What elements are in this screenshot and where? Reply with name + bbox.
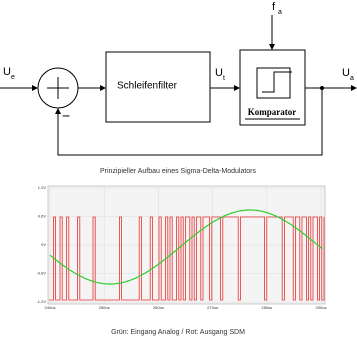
clock-label: f [272, 1, 276, 13]
block-diagram: U e − Schleifenfilter U t Komparator f a… [0, 1, 357, 175]
output-label: U [342, 67, 350, 79]
minus-sign: − [62, 108, 70, 124]
filter-box [105, 51, 211, 123]
x-tick-label: 250us [99, 305, 110, 310]
x-tick-label: 240us [45, 305, 56, 310]
plot-caption: Grün: Eingang Analog / Rot: Ausgang SDM [111, 329, 245, 336]
ut-sub: t [223, 75, 225, 82]
comparator-symbol [256, 67, 291, 99]
x-tick-label: 280us [261, 305, 272, 310]
step [262, 71, 292, 93]
sdm-output [49, 216, 325, 301]
clock-sub: a [278, 9, 282, 16]
x-tick-label: 260us [153, 305, 164, 310]
y-tick-label: 1.2V [38, 185, 47, 190]
diagram-caption: Prinzipieller Aufbau eines Sigma-Delta-M… [100, 168, 257, 175]
analog-input [49, 209, 323, 285]
y-tick-label: 0V [41, 242, 46, 247]
comparator-label: Komparator [248, 107, 297, 117]
ut-label: U [215, 67, 223, 79]
x-tick-label: 270us [207, 305, 218, 310]
input-sub: e [11, 74, 15, 81]
y-tick-label: 0.6V [38, 214, 47, 219]
x-tick-label: 290us [316, 305, 327, 310]
y-tick-label: -1.2V [36, 299, 46, 304]
y-tick-label: -0.6V [36, 271, 46, 276]
filter-label: Schleifenfilter [117, 81, 178, 92]
input-label: U [3, 66, 11, 78]
feedback-wire [55, 88, 323, 156]
output-sub: a [350, 75, 354, 82]
